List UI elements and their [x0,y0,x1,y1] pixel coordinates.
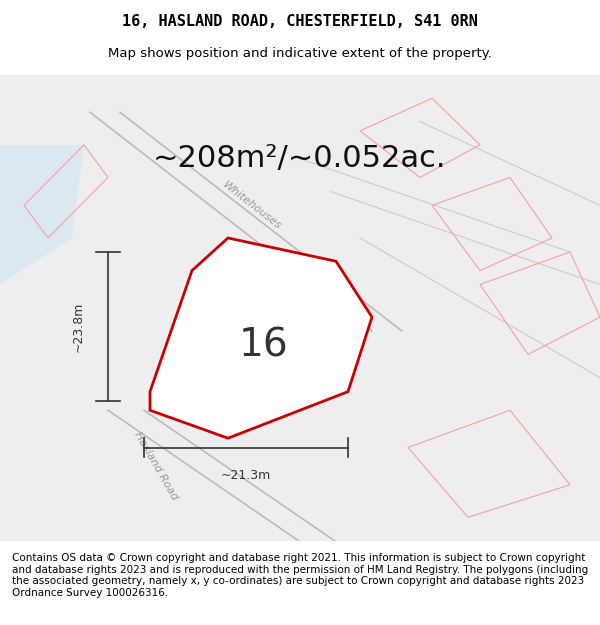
Text: ~23.8m: ~23.8m [71,301,85,352]
Text: 16: 16 [239,326,289,364]
Polygon shape [150,238,372,438]
Text: Contains OS data © Crown copyright and database right 2021. This information is : Contains OS data © Crown copyright and d… [12,553,588,598]
Text: ~21.3m: ~21.3m [221,469,271,482]
Text: Map shows position and indicative extent of the property.: Map shows position and indicative extent… [108,48,492,61]
Text: Whitehouses: Whitehouses [221,179,283,231]
Text: Hasland Road: Hasland Road [133,430,179,502]
Text: 16, HASLAND ROAD, CHESTERFIELD, S41 0RN: 16, HASLAND ROAD, CHESTERFIELD, S41 0RN [122,14,478,29]
Polygon shape [0,145,84,284]
FancyBboxPatch shape [0,75,600,541]
Text: ~208m²/~0.052ac.: ~208m²/~0.052ac. [153,144,447,173]
